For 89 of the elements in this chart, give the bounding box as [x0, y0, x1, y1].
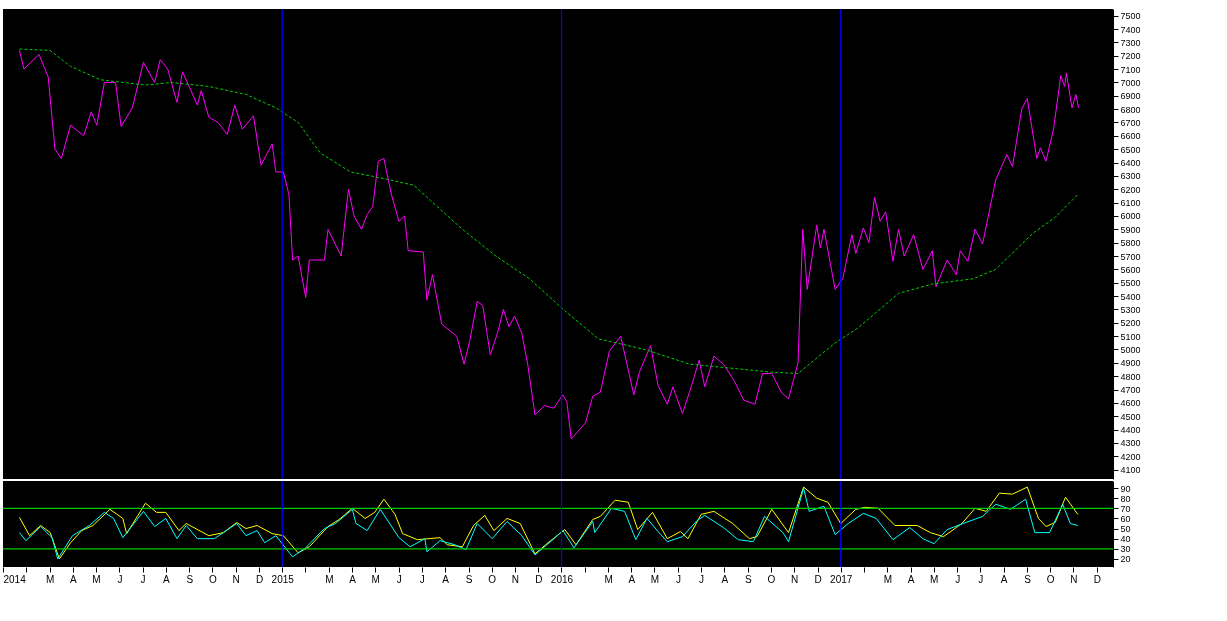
- x-tick-label: J: [675, 573, 681, 585]
- x-tick-label: M: [325, 573, 334, 585]
- x-tick-label: O: [488, 573, 497, 585]
- x-tick-label: J: [978, 573, 984, 585]
- y-tick-label: 5700: [1120, 251, 1141, 262]
- y-tick-label: 7300: [1120, 37, 1141, 48]
- x-tick-label: A: [349, 573, 357, 585]
- x-tick-label: J: [140, 573, 146, 585]
- y-tick-label: 7000: [1120, 77, 1141, 88]
- y-tick-label: 4500: [1120, 411, 1141, 422]
- y-tick-label: 60: [1120, 513, 1131, 524]
- x-tick-label: S: [465, 573, 473, 585]
- y-tick-label: 20: [1120, 554, 1131, 565]
- x-tick-label: M: [604, 573, 613, 585]
- y-tick-label: 40: [1120, 534, 1131, 545]
- x-tick-label: A: [1000, 573, 1008, 585]
- x-tick-label: A: [442, 573, 450, 585]
- x-tick-label: 2017: [830, 573, 853, 585]
- x-tick-label: A: [721, 573, 729, 585]
- y-tick-label: 6800: [1120, 104, 1141, 115]
- x-tick-label: M: [45, 573, 55, 585]
- y-tick-label: 4800: [1120, 371, 1141, 382]
- x-tick-label: 2014: [3, 573, 27, 585]
- x-tick-label: O: [209, 573, 218, 585]
- y-tick-label: 5900: [1120, 224, 1141, 235]
- x-tick-label: M: [371, 573, 380, 585]
- y-tick-label: 4200: [1120, 451, 1141, 462]
- x-tick-label: D: [535, 573, 543, 585]
- x-tick-label: M: [930, 573, 939, 585]
- x-tick-label: M: [883, 573, 893, 585]
- x-tick-label: D: [814, 573, 822, 585]
- x-tick-label: J: [699, 573, 705, 585]
- y-tick-label: 6700: [1120, 117, 1141, 128]
- y-tick-label: 6500: [1120, 144, 1141, 155]
- y-tick-label: 5800: [1120, 238, 1141, 249]
- x-tick-label: A: [907, 573, 915, 585]
- x-tick-label: 2016: [550, 573, 574, 585]
- x-tick-label: J: [955, 573, 961, 585]
- x-tick-label: N: [511, 573, 519, 585]
- y-tick-label: 6300: [1120, 171, 1141, 182]
- y-tick-label: 5300: [1120, 304, 1141, 315]
- x-tick-label: J: [117, 573, 123, 585]
- line-series: [18, 48, 1079, 375]
- x-tick-label: A: [628, 573, 636, 585]
- y-tick-label: 5500: [1120, 278, 1141, 289]
- y-tick-label: 7200: [1120, 51, 1141, 62]
- y-tick-label: 6100: [1120, 198, 1141, 209]
- x-tick-label: S: [1024, 573, 1032, 585]
- x-tick-label: N: [790, 573, 799, 585]
- y-tick-label: 4900: [1120, 358, 1141, 369]
- line-series: [18, 49, 1080, 440]
- x-tick-label: O: [1046, 573, 1055, 585]
- x-tick-label: D: [1093, 573, 1101, 585]
- y-tick-label: 6000: [1120, 211, 1141, 222]
- x-tick-label: O: [767, 573, 776, 585]
- x-tick-label: D: [255, 573, 264, 585]
- y-tick-label: 5100: [1120, 331, 1141, 342]
- y-tick-label: 80: [1120, 493, 1131, 504]
- y-tick-label: 5000: [1120, 344, 1141, 355]
- y-tick-label: 6400: [1120, 158, 1141, 169]
- x-tick-label: J: [419, 573, 425, 585]
- y-tick-label: 6200: [1120, 184, 1141, 195]
- y-tick-label: 5400: [1120, 291, 1141, 302]
- y-tick-label: 7400: [1120, 24, 1141, 35]
- y-tick-label: 5200: [1120, 318, 1141, 329]
- x-tick-label: M: [92, 573, 101, 585]
- y-tick-label: 6600: [1120, 131, 1141, 142]
- y-tick-label: 7500: [1120, 11, 1141, 22]
- y-tick-label: 7100: [1120, 64, 1141, 75]
- y-tick-label: 70: [1120, 503, 1131, 514]
- y-tick-label: 30: [1120, 544, 1131, 555]
- x-tick-label: S: [744, 573, 752, 585]
- x-tick-label: M: [650, 573, 660, 585]
- y-tick-label: 4300: [1120, 438, 1141, 449]
- x-tick-label: A: [162, 573, 170, 585]
- x-tick-label: S: [186, 573, 194, 585]
- x-tick-label: N: [1070, 573, 1078, 585]
- y-tick-label: 6900: [1120, 91, 1141, 102]
- y-tick-label: 4400: [1120, 425, 1141, 436]
- x-tick-label: A: [69, 573, 77, 585]
- y-tick-label: 90: [1120, 483, 1131, 494]
- x-tick-label: J: [396, 573, 402, 585]
- x-tick-label: 2015: [271, 573, 295, 585]
- y-tick-label: 4100: [1120, 465, 1141, 476]
- y-tick-label: 5600: [1120, 264, 1141, 275]
- y-tick-label: 50: [1120, 524, 1131, 535]
- y-tick-label: 4600: [1120, 398, 1141, 409]
- x-tick-label: N: [232, 573, 240, 585]
- y-tick-label: 4700: [1120, 385, 1141, 396]
